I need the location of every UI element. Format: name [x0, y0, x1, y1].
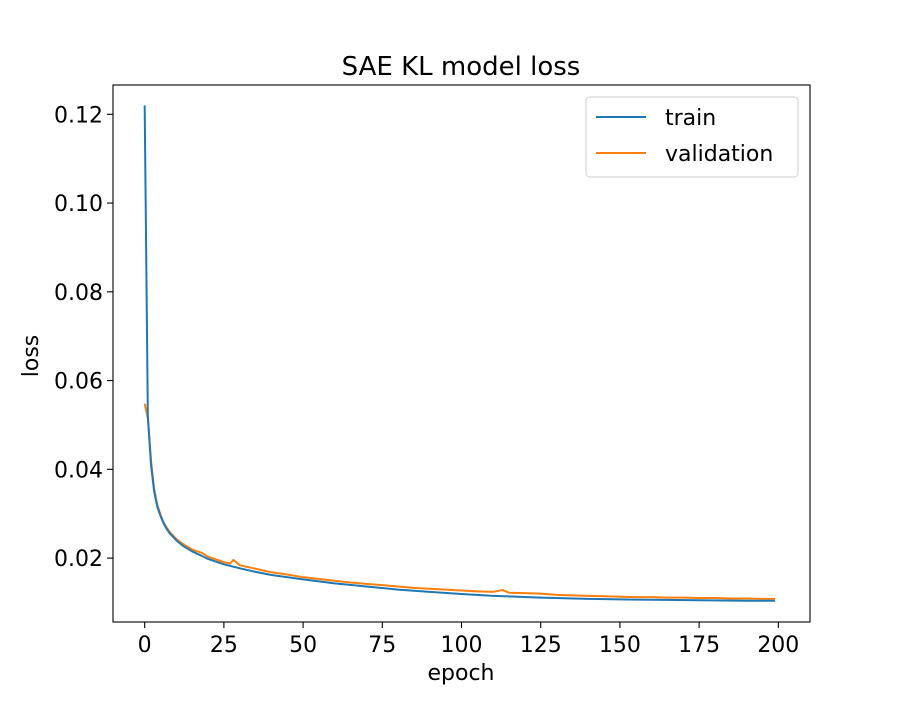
- y-axis-label: loss: [19, 335, 44, 378]
- chart-title: SAE KL model loss: [342, 52, 581, 82]
- x-tick-label: 175: [678, 633, 720, 658]
- y-tick-label: 0.04: [54, 458, 103, 483]
- x-tick-label: 75: [368, 633, 396, 658]
- y-tick-label: 0.06: [54, 370, 103, 395]
- series-line-train: [143, 105, 776, 602]
- x-tick-label: 25: [210, 633, 238, 658]
- x-tick-label: 50: [289, 633, 317, 658]
- legend-label-train: train: [665, 106, 716, 131]
- x-axis-label: epoch: [428, 661, 495, 686]
- y-axis: 0.02 0.04 0.06 0.08 0.10 0.12: [54, 103, 113, 572]
- x-tick-label: 0: [138, 633, 152, 658]
- legend: train validation: [585, 96, 799, 178]
- series-layer: [143, 105, 776, 602]
- legend-label-validation: validation: [665, 142, 773, 167]
- y-tick-label: 0.10: [54, 192, 103, 217]
- x-tick-label: 125: [520, 633, 562, 658]
- y-tick-label: 0.12: [54, 103, 103, 128]
- y-tick-label: 0.08: [54, 281, 103, 306]
- x-tick-label: 200: [757, 633, 799, 658]
- x-tick-label: 100: [441, 633, 483, 658]
- y-tick-label: 0.02: [54, 547, 103, 572]
- x-axis: 0 25 50 75 100 125 150 175 200: [138, 622, 799, 658]
- x-tick-label: 150: [599, 633, 641, 658]
